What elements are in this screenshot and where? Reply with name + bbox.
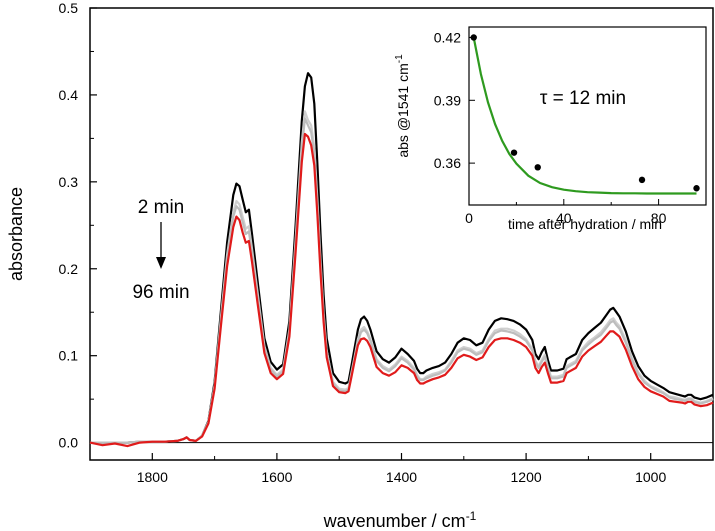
x-axis-label-superscript: -1 <box>466 509 477 523</box>
inset-y-tick-label: 0.42 <box>434 29 461 45</box>
data-point <box>693 185 700 192</box>
y-tick-label: 0.3 <box>59 174 79 190</box>
main-tick-labels: 1800 1600 1400 1200 1000 0.0 0.1 0.2 0.3 0.4 0.5 <box>59 0 667 485</box>
inset-x-tick-label: 0 <box>465 210 473 226</box>
inset-fit <box>472 37 697 195</box>
inset-x-axis-label: time after hydration / min <box>508 216 662 232</box>
tau-symbol: τ <box>540 88 548 109</box>
time-arrow-head <box>156 257 166 269</box>
inset-y-axis-label-superscript: -1 <box>394 54 405 63</box>
data-point <box>510 149 518 156</box>
start-time-label: 2 min <box>138 197 184 218</box>
x-tick-label: 1200 <box>511 469 542 485</box>
data-point <box>638 176 646 184</box>
tau-annotation: τ = 12 min <box>540 88 626 109</box>
inset-points <box>470 34 700 192</box>
inset-plot-frame <box>468 26 707 206</box>
main-series <box>89 72 714 448</box>
x-axis-label-text: wavenumber / cm <box>323 511 466 531</box>
spectrum-line <box>90 117 714 444</box>
y-tick-label: 0.2 <box>59 261 79 277</box>
y-tick-label: 0.4 <box>59 87 79 103</box>
main-plot: 1800 1600 1400 1200 1000 0.0 0.1 0.2 0.3 0.4 0.5 a… <box>6 0 714 531</box>
x-tick-label: 1000 <box>635 469 666 485</box>
spectrum-line <box>90 110 714 444</box>
spectrum-line <box>90 72 714 444</box>
inset-x-tick-label: 40 <box>556 210 572 226</box>
end-time-label: 96 min <box>132 282 189 303</box>
y-tick-label: 0.0 <box>59 435 79 451</box>
spectrum-line <box>89 132 714 448</box>
x-axis-label: wavenumber / cm-1 <box>323 509 477 531</box>
inset-tick-labels: 0 40 80 0.36 0.39 0.42 <box>434 29 667 226</box>
inset-x-tick-label: 80 <box>651 210 667 226</box>
y-tick-label: 0.5 <box>59 0 79 16</box>
inset-plot: 0 40 80 0.36 0.39 0.42 abs @1541 cm-1 time af… <box>394 26 707 232</box>
y-axis-label: absorbance <box>6 187 26 281</box>
inset-y-tick-label: 0.36 <box>434 155 461 171</box>
inset-y-axis-label-text: abs @1541 cm <box>395 63 411 157</box>
y-tick-label: 0.1 <box>59 348 79 364</box>
x-tick-label: 1800 <box>137 469 168 485</box>
x-tick-label: 1600 <box>261 469 292 485</box>
x-tick-label: 1400 <box>386 469 417 485</box>
fit-curve <box>472 37 697 195</box>
inset-y-axis-label: abs @1541 cm-1 <box>394 54 411 158</box>
inset-y-tick-label: 0.39 <box>434 92 461 108</box>
tau-value: = 12 min <box>547 88 626 109</box>
data-point <box>534 164 541 171</box>
data-point <box>470 34 477 41</box>
